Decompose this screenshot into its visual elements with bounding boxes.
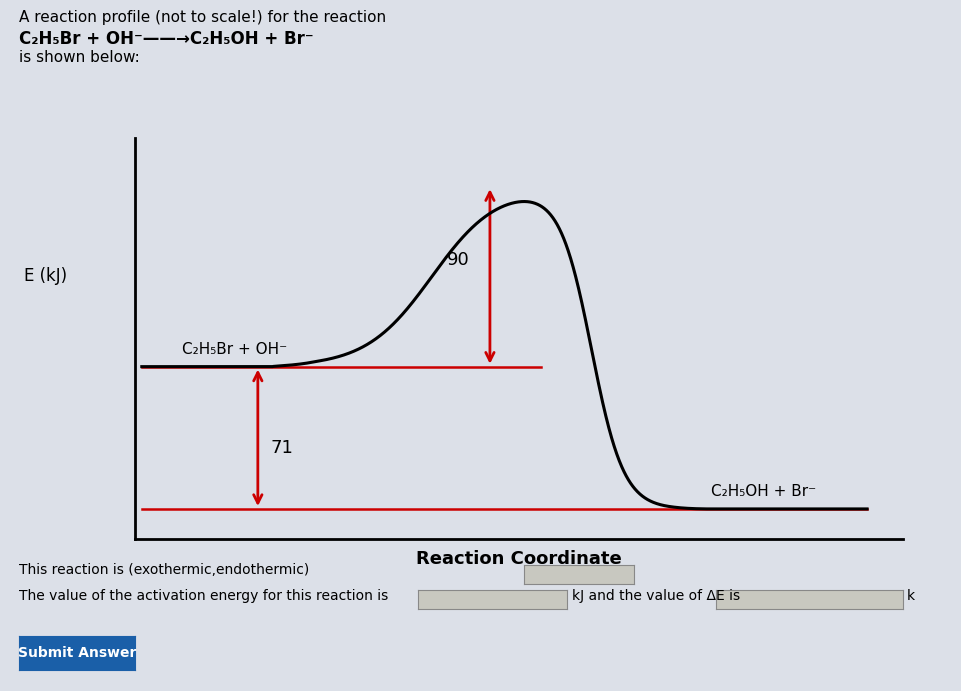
Text: Submit Answer: Submit Answer [17,646,136,660]
Text: A reaction profile (not to scale!) for the reaction: A reaction profile (not to scale!) for t… [19,10,386,26]
Text: E (kJ): E (kJ) [24,267,67,285]
Text: This reaction is (exothermic,endothermic): This reaction is (exothermic,endothermic… [19,563,309,577]
Text: C₂H₅Br + OH⁻——→C₂H₅OH + Br⁻: C₂H₅Br + OH⁻——→C₂H₅OH + Br⁻ [19,30,314,48]
Text: kJ and the value of ΔE is: kJ and the value of ΔE is [572,589,740,603]
Text: is shown below:: is shown below: [19,50,140,66]
Text: k: k [907,589,915,603]
Text: 90: 90 [447,252,470,269]
Text: 71: 71 [271,439,294,457]
X-axis label: Reaction Coordinate: Reaction Coordinate [416,550,622,568]
Text: C₂H₅Br + OH⁻: C₂H₅Br + OH⁻ [182,341,286,357]
Text: C₂H₅OH + Br⁻: C₂H₅OH + Br⁻ [711,484,816,499]
Text: The value of the activation energy for this reaction is: The value of the activation energy for t… [19,589,388,603]
